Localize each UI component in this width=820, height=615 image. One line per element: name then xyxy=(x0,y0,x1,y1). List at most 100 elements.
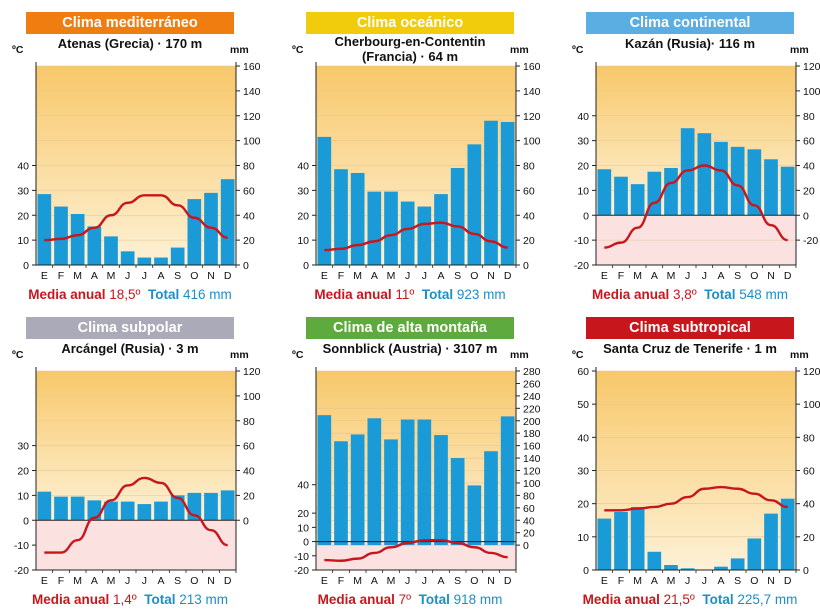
climograph: -20-100102040020406080100120140160180200… xyxy=(294,366,540,587)
precipitation-bar xyxy=(780,166,795,216)
temperature-tick-label: 0 xyxy=(303,260,309,272)
total-value: 923 mm xyxy=(456,287,506,302)
precipitation-tick-label: 140 xyxy=(523,453,540,465)
total-label: Total xyxy=(144,592,176,607)
month-label: J xyxy=(142,270,147,282)
precipitation-bar xyxy=(647,551,662,570)
temperature-tick-label: 40 xyxy=(577,432,589,444)
precipitation-bar xyxy=(747,149,762,216)
month-label: E xyxy=(321,270,328,282)
total-label: Total xyxy=(147,287,180,302)
month-label: J xyxy=(422,575,427,587)
temperature-line xyxy=(604,164,788,249)
month-label: J xyxy=(702,270,707,282)
climate-type-banner: Clima de alta montaña xyxy=(306,317,514,339)
precipitation-bar xyxy=(714,141,728,216)
month-label: A xyxy=(91,270,98,282)
month-label: S xyxy=(734,575,741,587)
month-label: A xyxy=(717,575,724,587)
month-label: J xyxy=(422,270,427,282)
precipitation-bar xyxy=(597,169,612,216)
precipitation-tick-label: 160 xyxy=(523,61,540,73)
precipitation-bar xyxy=(220,490,235,521)
month-label: O xyxy=(470,270,478,282)
precipitation-tick-label: 40 xyxy=(523,210,535,222)
precipitation-bar xyxy=(120,501,135,521)
precipitation-tick-label: 20 xyxy=(803,185,815,197)
temperature-line xyxy=(44,194,228,242)
precipitation-tick-label: 280 xyxy=(523,366,540,378)
month-label: A xyxy=(651,270,658,282)
climate-chart-panel: Clima mediterráneo Atenas (Grecia) · 170 … xyxy=(0,10,260,310)
temperature-tick-label: -10 xyxy=(294,551,309,563)
temperature-tick-label: 40 xyxy=(297,161,309,173)
station-location: Arcángel (Rusia) · 3 m xyxy=(61,341,199,356)
precipitation-bar xyxy=(500,121,515,265)
precipitation-bar xyxy=(87,226,102,265)
precipitation-tick-label: 140 xyxy=(243,86,260,98)
annual-summary: Media anual 3,8º Total 548 mm xyxy=(560,287,820,302)
precipitation-tick-label: 60 xyxy=(243,185,255,197)
month-label: J xyxy=(405,575,410,587)
month-label: A xyxy=(717,270,724,282)
precipitation-bar xyxy=(384,191,398,265)
temperature-tick-label: 60 xyxy=(577,366,589,378)
month-label: N xyxy=(207,575,215,587)
precipitation-bar xyxy=(400,201,415,265)
precipitation-tick-label: 0 xyxy=(523,540,529,552)
temperature-tick-label: 20 xyxy=(297,210,309,222)
precipitation-tick-label: 40 xyxy=(803,499,815,511)
mean-value: 18,5º xyxy=(109,287,141,302)
temperature-tick-label: 0 xyxy=(303,537,309,549)
month-label: O xyxy=(190,575,198,587)
month-label: A xyxy=(371,575,378,587)
month-label: J xyxy=(125,270,130,282)
temperature-tick-label: 20 xyxy=(297,508,309,520)
temperature-tick-label: -20 xyxy=(294,565,309,577)
precipitation-tick-label: 100 xyxy=(803,86,820,98)
month-label: N xyxy=(767,575,775,587)
precipitation-bar xyxy=(137,257,152,265)
month-label: J xyxy=(125,575,130,587)
warm-zone-background xyxy=(316,371,516,542)
precipitation-tick-label: 260 xyxy=(523,378,540,390)
mean-value: 21,5º xyxy=(663,592,695,607)
precipitation-tick-label: 0 xyxy=(803,565,809,577)
precipitation-unit-label: mm xyxy=(510,44,529,56)
precipitation-bar xyxy=(400,419,415,546)
precipitation-bar xyxy=(334,169,348,265)
month-label: M xyxy=(107,270,116,282)
precipitation-tick-label: 120 xyxy=(523,466,540,478)
precipitation-tick-label: 40 xyxy=(243,210,255,222)
precipitation-tick-label: 100 xyxy=(243,136,260,148)
month-label: N xyxy=(767,270,775,282)
temperature-tick-label: 0 xyxy=(23,515,29,527)
precipitation-bar xyxy=(434,194,448,265)
precipitation-tick-label: 120 xyxy=(523,111,540,123)
precipitation-bar xyxy=(664,565,678,570)
precipitation-tick-label: 40 xyxy=(803,161,815,173)
month-label: D xyxy=(784,575,792,587)
temperature-unit-label: ºC xyxy=(572,44,584,56)
month-label: M xyxy=(353,575,362,587)
precipitation-bar xyxy=(384,439,398,546)
precipitation-bar xyxy=(317,136,332,265)
mean-value: 1,4º xyxy=(113,592,137,607)
precipitation-tick-label: 80 xyxy=(523,490,535,502)
month-label: M xyxy=(387,270,396,282)
station-location: Atenas (Grecia) · 170 m xyxy=(57,36,203,51)
precipitation-tick-label: 140 xyxy=(523,86,540,98)
precipitation-bar xyxy=(154,257,168,265)
month-label: S xyxy=(454,270,461,282)
precipitation-tick-label: 20 xyxy=(523,528,535,540)
precipitation-tick-label: 0 xyxy=(523,260,529,272)
precipitation-tick-label: 0 xyxy=(243,260,249,272)
climate-type-banner: Clima continental xyxy=(586,12,794,34)
precipitation-tick-label: 120 xyxy=(243,111,260,123)
month-label: S xyxy=(174,575,181,587)
precipitation-tick-label: 80 xyxy=(243,416,255,428)
month-label: F xyxy=(338,575,344,587)
temperature-tick-label: 30 xyxy=(297,185,309,197)
month-label: S xyxy=(174,270,181,282)
